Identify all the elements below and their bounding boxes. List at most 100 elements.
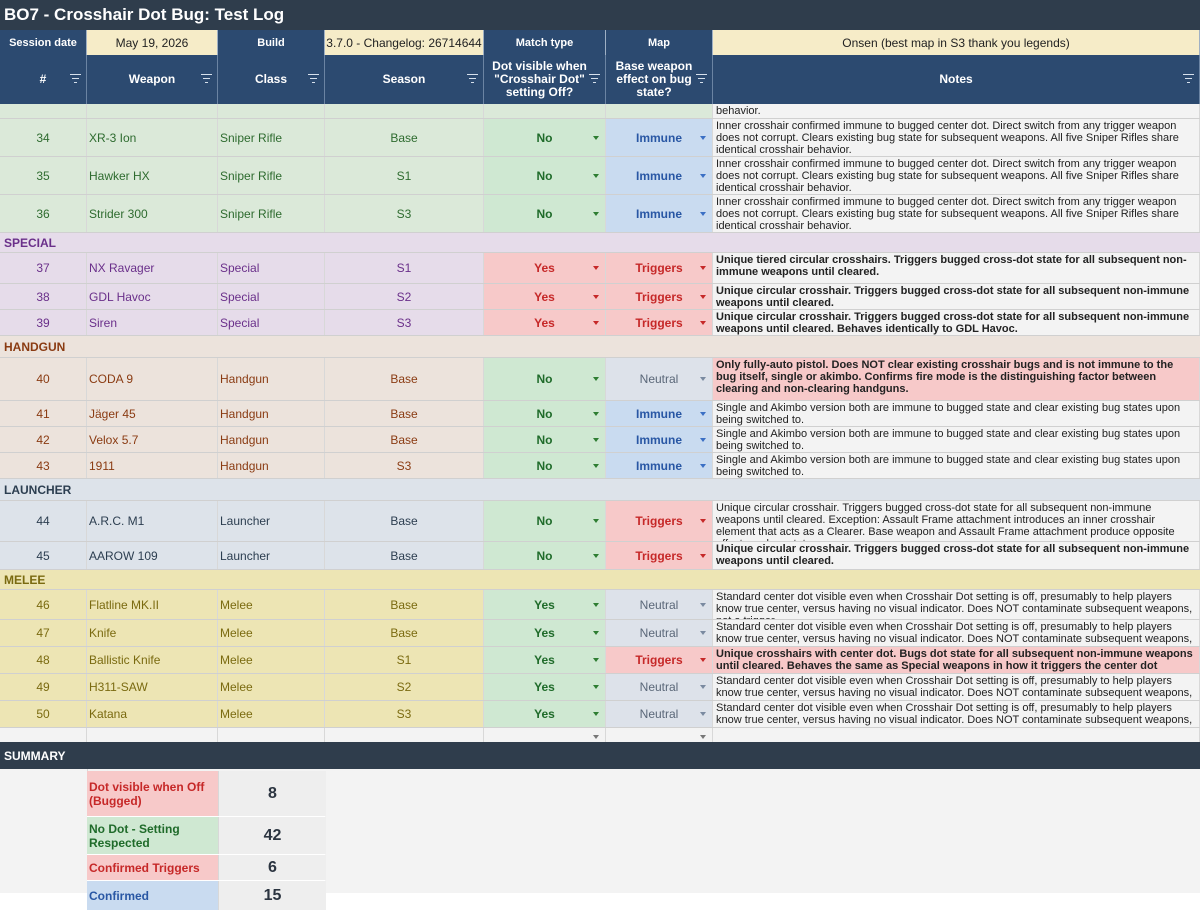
row-number[interactable]: 36 — [0, 195, 87, 232]
season-cell[interactable]: S1 — [325, 253, 484, 283]
class-cell[interactable]: Sniper Rifle — [218, 157, 325, 194]
table-row[interactable]: 34 XR-3 Ion Sniper Rifle Base No Immune Inner … — [0, 119, 1200, 157]
row-number[interactable]: 34 — [0, 119, 87, 156]
effect-dropdown[interactable]: Triggers — [606, 542, 713, 569]
chevron-down-icon[interactable] — [593, 712, 599, 716]
class-cell[interactable]: Handgun — [218, 427, 325, 452]
filter-icon[interactable] — [201, 74, 212, 83]
dot-visible-dropdown[interactable]: No — [484, 542, 606, 569]
class-cell[interactable]: Melee — [218, 674, 325, 700]
table-row[interactable]: 42 Velox 5.7 Handgun Base No Immune Single and… — [0, 427, 1200, 453]
season-cell[interactable]: Base — [325, 401, 484, 426]
row-number[interactable]: 39 — [0, 310, 87, 335]
dot-visible-dropdown[interactable]: No — [484, 195, 606, 232]
dot-visible-dropdown[interactable]: No — [484, 501, 606, 541]
weapon-cell[interactable]: A.R.C. M1 — [87, 501, 218, 541]
row-number[interactable]: 49 — [0, 674, 87, 700]
chevron-down-icon[interactable] — [593, 602, 599, 607]
chevron-down-icon[interactable] — [593, 266, 599, 270]
effect-dropdown[interactable]: Neutral — [606, 701, 713, 727]
chevron-down-icon[interactable] — [700, 602, 706, 607]
chevron-down-icon[interactable] — [700, 320, 706, 325]
row-number[interactable]: 45 — [0, 542, 87, 569]
session-date-value[interactable]: May 19, 2026 — [87, 30, 218, 55]
class-cell[interactable]: Handgun — [218, 401, 325, 426]
table-row[interactable]: 48 Ballistic Knife Melee S1 Yes Triggers Uniqu… — [0, 647, 1200, 674]
table-row[interactable]: 47 Knife Melee Base Yes Neutral Standard cente… — [0, 620, 1200, 647]
season-cell[interactable]: Base — [325, 542, 484, 569]
effect-dropdown[interactable]: Immune — [606, 157, 713, 194]
effect-dropdown[interactable] — [606, 728, 713, 745]
effect-dropdown[interactable]: Neutral — [606, 620, 713, 646]
chevron-down-icon[interactable] — [700, 658, 706, 662]
chevron-down-icon[interactable] — [700, 712, 706, 716]
weapon-cell[interactable]: 1911 — [87, 453, 218, 478]
table-cell[interactable] — [218, 104, 325, 118]
column-header-season[interactable]: Season — [325, 55, 484, 104]
dot-visible-dropdown[interactable]: Yes — [484, 310, 606, 335]
table-row[interactable]: 36 Strider 300 Sniper Rifle S3 No Immune Inner… — [0, 195, 1200, 233]
chevron-down-icon[interactable] — [593, 135, 599, 140]
notes-cell[interactable]: Standard center dot visible even when Cr… — [713, 701, 1200, 727]
table-row[interactable]: 37 NX Ravager Special S1 Yes Triggers Unique t… — [0, 253, 1200, 284]
dot-visible-dropdown[interactable]: No — [484, 157, 606, 194]
notes-cell[interactable]: Inner crosshair confirmed immune to bugg… — [713, 195, 1200, 232]
table-cell[interactable] — [484, 104, 606, 118]
filter-icon[interactable] — [696, 74, 707, 83]
column-header-effect[interactable]: Base weapon effect on bug state? — [606, 55, 713, 104]
chevron-down-icon[interactable] — [593, 377, 599, 381]
effect-dropdown[interactable]: Immune — [606, 453, 713, 478]
chevron-down-icon[interactable] — [593, 553, 599, 558]
summary-value[interactable]: 15 — [218, 881, 326, 910]
notes-cell[interactable]: Standard center dot visible even when Cr… — [713, 674, 1200, 700]
table-row[interactable]: 35 Hawker HX Sniper Rifle S1 No Immune Inner c… — [0, 157, 1200, 195]
weapon-cell[interactable]: Ballistic Knife — [87, 647, 218, 673]
chevron-down-icon[interactable] — [593, 658, 599, 662]
class-cell[interactable]: Sniper Rifle — [218, 195, 325, 232]
weapon-cell[interactable]: AAROW 109 — [87, 542, 218, 569]
table-row[interactable]: 41 Jäger 45 Handgun Base No Immune Single and … — [0, 401, 1200, 427]
season-cell[interactable]: S3 — [325, 310, 484, 335]
table-cell[interactable] — [325, 728, 484, 745]
weapon-cell[interactable]: GDL Havoc — [87, 284, 218, 309]
table-cell[interactable] — [87, 104, 218, 118]
table-row[interactable]: 38 GDL Havoc Special S2 Yes Triggers Unique ci… — [0, 284, 1200, 310]
chevron-down-icon[interactable] — [593, 463, 599, 468]
row-number[interactable]: 41 — [0, 401, 87, 426]
class-cell[interactable]: Melee — [218, 647, 325, 673]
chevron-down-icon[interactable] — [700, 437, 706, 442]
weapon-cell[interactable]: Knife — [87, 620, 218, 646]
column-header-number[interactable]: # — [0, 55, 87, 104]
table-cell[interactable] — [0, 728, 87, 745]
class-cell[interactable]: Sniper Rifle — [218, 119, 325, 156]
dot-visible-dropdown[interactable] — [484, 728, 606, 745]
weapon-cell[interactable]: Katana — [87, 701, 218, 727]
filter-icon[interactable] — [1183, 74, 1194, 83]
row-number[interactable]: 46 — [0, 590, 87, 619]
notes-cell[interactable]: Unique circular crosshair. Triggers bugg… — [713, 310, 1200, 335]
dot-visible-dropdown[interactable]: No — [484, 427, 606, 452]
row-number[interactable]: 47 — [0, 620, 87, 646]
chevron-down-icon[interactable] — [700, 463, 706, 468]
notes-cell[interactable]: Single and Akimbo version both are immun… — [713, 401, 1200, 426]
table-row[interactable]: 46 Flatline MK.II Melee Base Yes Neutral Stand… — [0, 590, 1200, 620]
season-cell[interactable]: S2 — [325, 674, 484, 700]
table-cell[interactable] — [87, 728, 218, 745]
class-cell[interactable]: Special — [218, 310, 325, 335]
notes-cell[interactable]: Inner crosshair confirmed immune to bugg… — [713, 157, 1200, 194]
effect-dropdown[interactable]: Triggers — [606, 284, 713, 309]
weapon-cell[interactable]: Siren — [87, 310, 218, 335]
season-cell[interactable]: S3 — [325, 701, 484, 727]
effect-dropdown[interactable]: Triggers — [606, 310, 713, 335]
class-cell[interactable]: Handgun — [218, 358, 325, 400]
chevron-down-icon[interactable] — [700, 266, 706, 270]
weapon-cell[interactable]: H311-SAW — [87, 674, 218, 700]
column-header-class[interactable]: Class — [218, 55, 325, 104]
filter-icon[interactable] — [308, 74, 319, 83]
notes-cell[interactable]: Unique circular crosshair. Triggers bugg… — [713, 284, 1200, 309]
chevron-down-icon[interactable] — [593, 519, 599, 523]
table-row[interactable]: 43 1911 Handgun S3 No Immune Single and Akimbo… — [0, 453, 1200, 479]
effect-dropdown[interactable]: Neutral — [606, 590, 713, 619]
dot-visible-dropdown[interactable]: Yes — [484, 701, 606, 727]
table-cell[interactable] — [606, 104, 713, 118]
